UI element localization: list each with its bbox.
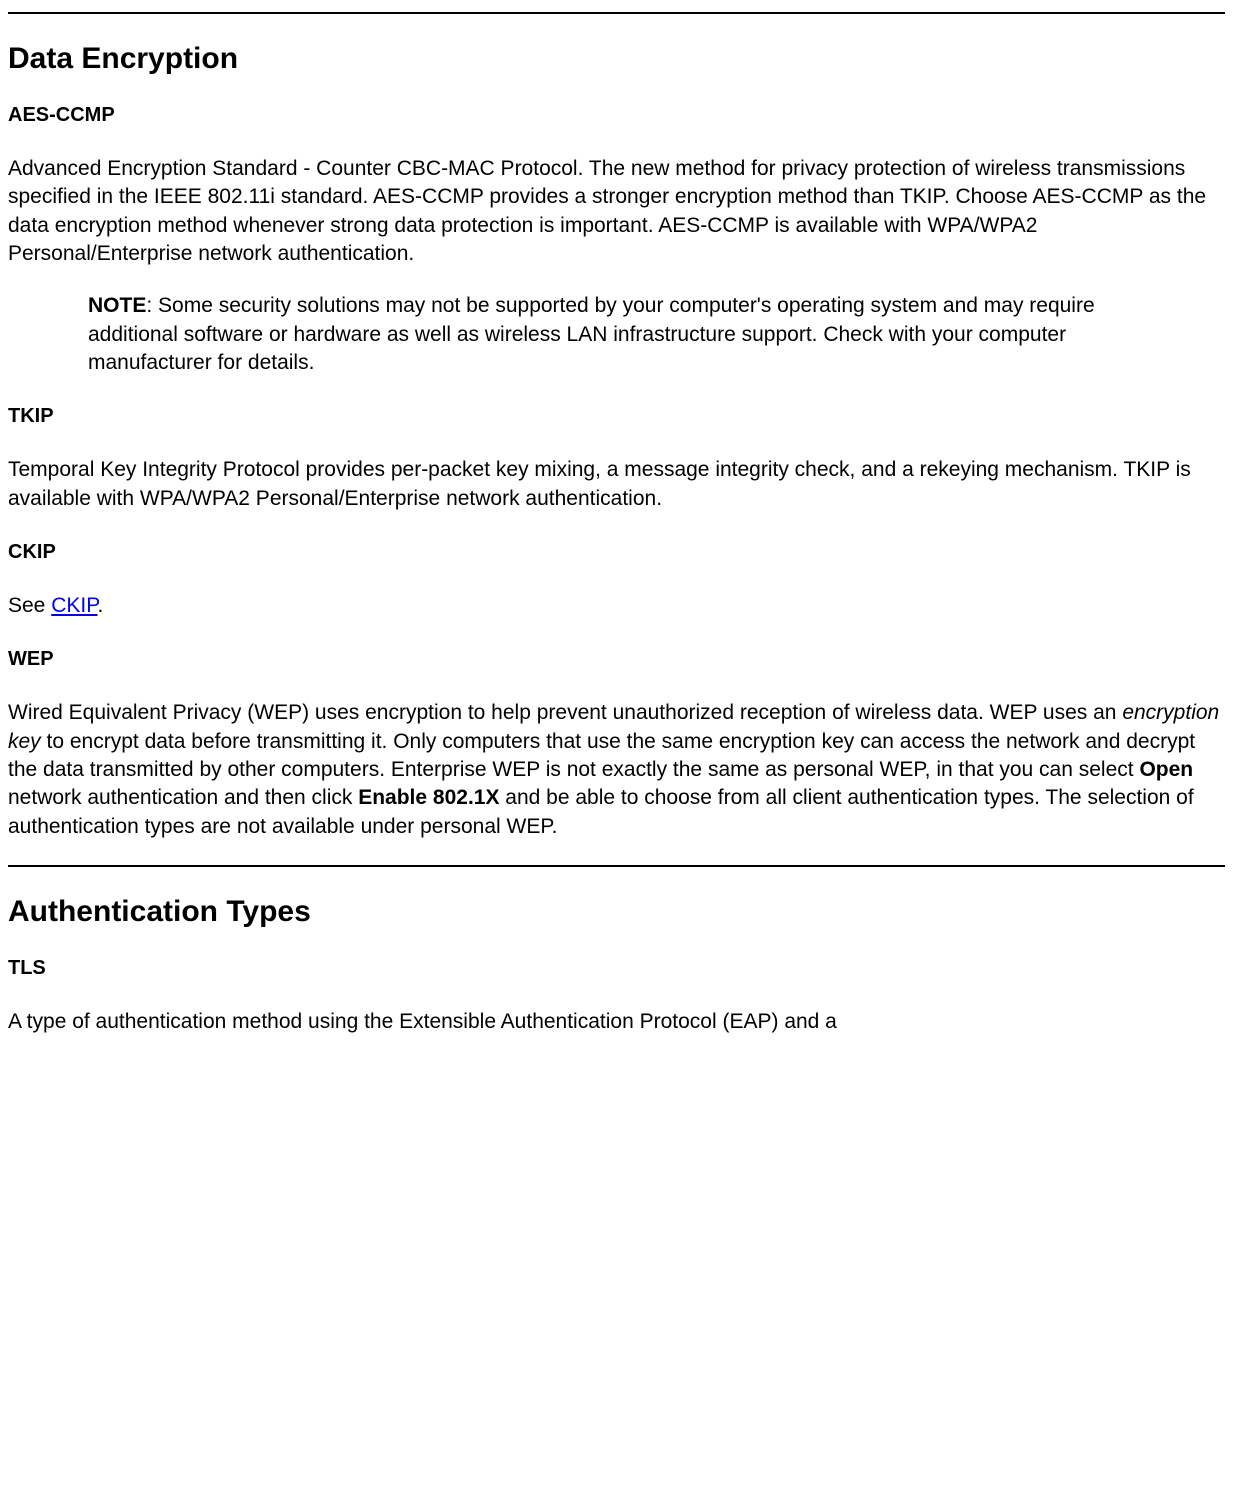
- subheading-tkip: TKIP: [8, 405, 1225, 428]
- paragraph-wep: Wired Equivalent Privacy (WEP) uses encr…: [8, 699, 1225, 841]
- subheading-aes-ccmp: AES-CCMP: [8, 104, 1225, 127]
- note-label: NOTE: [88, 294, 146, 317]
- wep-text-2: to encrypt data before transmitting it. …: [8, 730, 1195, 781]
- ckip-suffix: .: [98, 594, 104, 617]
- wep-text-1: Wired Equivalent Privacy (WEP) uses encr…: [8, 701, 1122, 724]
- document-page: Data Encryption AES-CCMP Advanced Encryp…: [0, 12, 1233, 1101]
- subheading-tls: TLS: [8, 957, 1225, 980]
- heading-authentication-types: Authentication Types: [8, 895, 1225, 929]
- wep-bold-open: Open: [1139, 758, 1193, 781]
- paragraph-ckip: See CKIP.: [8, 592, 1225, 620]
- ckip-see-prefix: See: [8, 594, 51, 617]
- note-body: : Some security solutions may not be sup…: [88, 294, 1095, 374]
- section-divider: [8, 12, 1225, 14]
- note-block: NOTE: Some security solutions may not be…: [88, 292, 1138, 377]
- wep-text-3: network authentication and then click: [8, 786, 358, 809]
- wep-bold-enable-8021x: Enable 802.1X: [358, 786, 499, 809]
- section-divider: [8, 865, 1225, 867]
- paragraph-tls: A type of authentication method using th…: [8, 1008, 1225, 1036]
- paragraph-aes-ccmp: Advanced Encryption Standard - Counter C…: [8, 155, 1225, 268]
- subheading-wep: WEP: [8, 648, 1225, 671]
- subheading-ckip: CKIP: [8, 541, 1225, 564]
- paragraph-tkip: Temporal Key Integrity Protocol provides…: [8, 456, 1225, 513]
- heading-data-encryption: Data Encryption: [8, 42, 1225, 76]
- ckip-link[interactable]: CKIP: [51, 594, 97, 617]
